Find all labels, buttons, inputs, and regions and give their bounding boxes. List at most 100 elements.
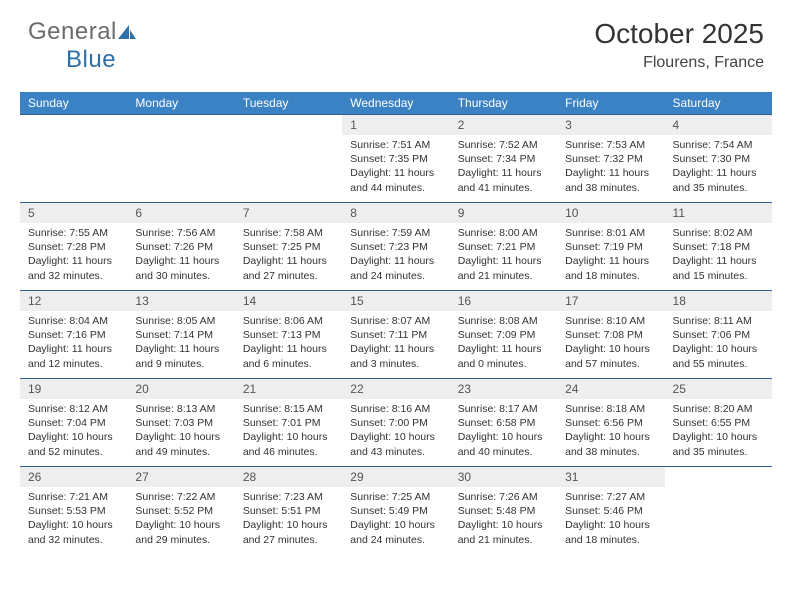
daylight-line-2: and 9 minutes. — [135, 357, 226, 371]
logo-blue: Blue — [66, 46, 116, 73]
day-body: Sunrise: 8:06 AMSunset: 7:13 PMDaylight:… — [235, 311, 342, 375]
sunrise-line: Sunrise: 7:26 AM — [458, 490, 549, 504]
daylight-line-1: Daylight: 11 hours — [350, 166, 441, 180]
sunset-line: Sunset: 7:26 PM — [135, 240, 226, 254]
daylight-line-1: Daylight: 11 hours — [28, 342, 119, 356]
sunrise-line: Sunrise: 8:10 AM — [565, 314, 656, 328]
sunrise-line: Sunrise: 8:17 AM — [458, 402, 549, 416]
daylight-line-2: and 52 minutes. — [28, 445, 119, 459]
daylight-line-2: and 38 minutes. — [565, 181, 656, 195]
sunrise-line: Sunrise: 7:53 AM — [565, 138, 656, 152]
daylight-line-1: Daylight: 10 hours — [350, 518, 441, 532]
calendar-cell: 3Sunrise: 7:53 AMSunset: 7:32 PMDaylight… — [557, 115, 664, 203]
daylight-line-1: Daylight: 11 hours — [673, 254, 764, 268]
sunset-line: Sunset: 6:56 PM — [565, 416, 656, 430]
sunrise-line: Sunrise: 8:00 AM — [458, 226, 549, 240]
day-body: Sunrise: 8:13 AMSunset: 7:03 PMDaylight:… — [127, 399, 234, 463]
calendar-cell: 6Sunrise: 7:56 AMSunset: 7:26 PMDaylight… — [127, 203, 234, 291]
sunset-line: Sunset: 7:28 PM — [28, 240, 119, 254]
sunset-line: Sunset: 7:11 PM — [350, 328, 441, 342]
daylight-line-1: Daylight: 11 hours — [565, 254, 656, 268]
daylight-line-2: and 27 minutes. — [243, 533, 334, 547]
calendar-cell: .. — [127, 115, 234, 203]
calendar-cell: 19Sunrise: 8:12 AMSunset: 7:04 PMDayligh… — [20, 379, 127, 467]
sunrise-line: Sunrise: 7:58 AM — [243, 226, 334, 240]
sunset-line: Sunset: 7:21 PM — [458, 240, 549, 254]
daylight-line-1: Daylight: 11 hours — [243, 342, 334, 356]
day-number: 25 — [665, 379, 772, 399]
weekday-header: Saturday — [665, 92, 772, 115]
calendar-cell: 1Sunrise: 7:51 AMSunset: 7:35 PMDaylight… — [342, 115, 449, 203]
calendar-cell: 26Sunrise: 7:21 AMSunset: 5:53 PMDayligh… — [20, 467, 127, 555]
day-number: 2 — [450, 115, 557, 135]
day-body: Sunrise: 7:59 AMSunset: 7:23 PMDaylight:… — [342, 223, 449, 287]
daylight-line-2: and 35 minutes. — [673, 445, 764, 459]
day-body: Sunrise: 8:17 AMSunset: 6:58 PMDaylight:… — [450, 399, 557, 463]
day-number: 13 — [127, 291, 234, 311]
calendar: SundayMondayTuesdayWednesdayThursdayFrid… — [20, 92, 772, 555]
sunset-line: Sunset: 7:09 PM — [458, 328, 549, 342]
sunset-line: Sunset: 5:49 PM — [350, 504, 441, 518]
calendar-row: 26Sunrise: 7:21 AMSunset: 5:53 PMDayligh… — [20, 467, 772, 555]
day-body: Sunrise: 7:54 AMSunset: 7:30 PMDaylight:… — [665, 135, 772, 199]
day-body: Sunrise: 7:53 AMSunset: 7:32 PMDaylight:… — [557, 135, 664, 199]
day-number: 29 — [342, 467, 449, 487]
day-body: Sunrise: 8:04 AMSunset: 7:16 PMDaylight:… — [20, 311, 127, 375]
sunset-line: Sunset: 7:13 PM — [243, 328, 334, 342]
sunset-line: Sunset: 5:46 PM — [565, 504, 656, 518]
daylight-line-1: Daylight: 11 hours — [458, 254, 549, 268]
title-block: October 2025 Flourens, France — [594, 18, 764, 72]
sunrise-line: Sunrise: 7:25 AM — [350, 490, 441, 504]
daylight-line-1: Daylight: 11 hours — [458, 342, 549, 356]
sunset-line: Sunset: 7:35 PM — [350, 152, 441, 166]
daylight-line-1: Daylight: 10 hours — [565, 518, 656, 532]
day-number: 11 — [665, 203, 772, 223]
sunset-line: Sunset: 7:14 PM — [135, 328, 226, 342]
daylight-line-2: and 49 minutes. — [135, 445, 226, 459]
calendar-row: 12Sunrise: 8:04 AMSunset: 7:16 PMDayligh… — [20, 291, 772, 379]
calendar-cell: 18Sunrise: 8:11 AMSunset: 7:06 PMDayligh… — [665, 291, 772, 379]
sunrise-line: Sunrise: 7:59 AM — [350, 226, 441, 240]
sunset-line: Sunset: 7:23 PM — [350, 240, 441, 254]
weekday-header: Monday — [127, 92, 234, 115]
page-title: October 2025 — [594, 18, 764, 50]
daylight-line-2: and 24 minutes. — [350, 533, 441, 547]
day-number: 6 — [127, 203, 234, 223]
day-body: Sunrise: 8:05 AMSunset: 7:14 PMDaylight:… — [127, 311, 234, 375]
logo: General Blue — [28, 18, 136, 74]
sunset-line: Sunset: 5:53 PM — [28, 504, 119, 518]
day-number: 18 — [665, 291, 772, 311]
calendar-row: 5Sunrise: 7:55 AMSunset: 7:28 PMDaylight… — [20, 203, 772, 291]
daylight-line-2: and 21 minutes. — [458, 533, 549, 547]
sunset-line: Sunset: 6:58 PM — [458, 416, 549, 430]
daylight-line-2: and 24 minutes. — [350, 269, 441, 283]
weekday-header: Sunday — [20, 92, 127, 115]
sunset-line: Sunset: 7:06 PM — [673, 328, 764, 342]
sunrise-line: Sunrise: 8:18 AM — [565, 402, 656, 416]
calendar-cell: .. — [20, 115, 127, 203]
day-body: Sunrise: 7:51 AMSunset: 7:35 PMDaylight:… — [342, 135, 449, 199]
weekday-header: Friday — [557, 92, 664, 115]
calendar-body: ......1Sunrise: 7:51 AMSunset: 7:35 PMDa… — [20, 115, 772, 555]
day-number: 15 — [342, 291, 449, 311]
day-body: Sunrise: 7:56 AMSunset: 7:26 PMDaylight:… — [127, 223, 234, 287]
calendar-cell: 7Sunrise: 7:58 AMSunset: 7:25 PMDaylight… — [235, 203, 342, 291]
logo-general: General — [28, 18, 117, 45]
day-number: 1 — [342, 115, 449, 135]
calendar-cell: 24Sunrise: 8:18 AMSunset: 6:56 PMDayligh… — [557, 379, 664, 467]
day-number: 31 — [557, 467, 664, 487]
day-number: 16 — [450, 291, 557, 311]
sunrise-line: Sunrise: 8:08 AM — [458, 314, 549, 328]
daylight-line-2: and 15 minutes. — [673, 269, 764, 283]
day-body: Sunrise: 8:18 AMSunset: 6:56 PMDaylight:… — [557, 399, 664, 463]
daylight-line-1: Daylight: 10 hours — [28, 430, 119, 444]
day-body: Sunrise: 8:11 AMSunset: 7:06 PMDaylight:… — [665, 311, 772, 375]
weekday-row: SundayMondayTuesdayWednesdayThursdayFrid… — [20, 92, 772, 115]
day-body: Sunrise: 8:07 AMSunset: 7:11 PMDaylight:… — [342, 311, 449, 375]
sunset-line: Sunset: 7:03 PM — [135, 416, 226, 430]
daylight-line-2: and 6 minutes. — [243, 357, 334, 371]
calendar-cell: 23Sunrise: 8:17 AMSunset: 6:58 PMDayligh… — [450, 379, 557, 467]
daylight-line-1: Daylight: 10 hours — [135, 518, 226, 532]
logo-text: General Blue — [28, 18, 136, 74]
calendar-cell: 14Sunrise: 8:06 AMSunset: 7:13 PMDayligh… — [235, 291, 342, 379]
